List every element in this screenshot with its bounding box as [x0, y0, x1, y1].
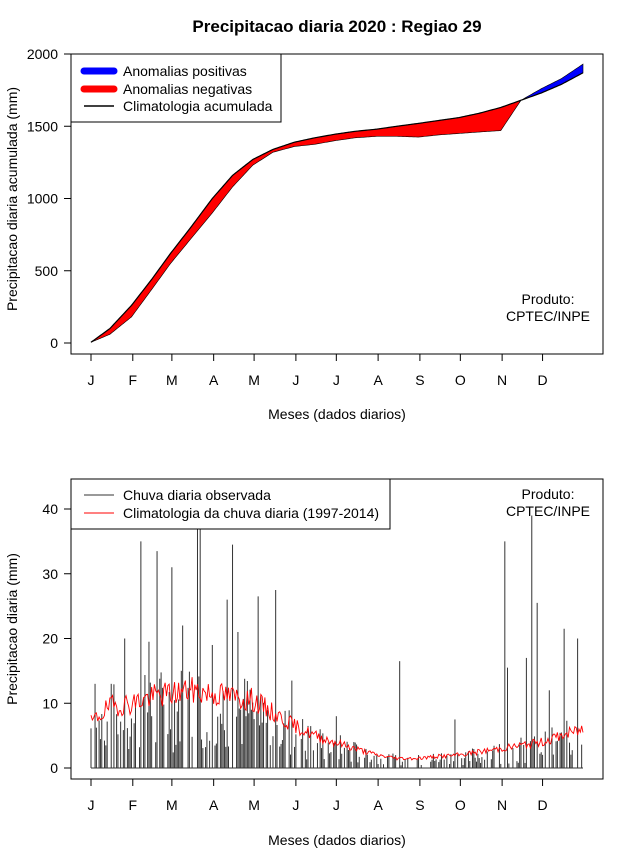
- bottom-x-tick-label: N: [497, 797, 507, 813]
- top-x-tick-label: M: [166, 372, 178, 388]
- top-x-tick-label: F: [129, 372, 138, 388]
- bottom-x-tick-label: A: [209, 797, 219, 813]
- legend-obs-label: Chuva diaria observada: [123, 487, 271, 503]
- chart-title: Precipitacao diaria 2020 : Regiao 29: [192, 17, 481, 36]
- bottom-x-tick-label: J: [292, 797, 299, 813]
- bottom-x-tick-label: S: [415, 797, 424, 813]
- bottom-x-tick-label: D: [537, 797, 547, 813]
- top-y-tick-label: 500: [35, 263, 59, 279]
- top-x-tick-label: N: [497, 372, 507, 388]
- daily-panel: 0 10 20 30 40 J F M A M J J A S O N D Meses (dados diar…: [4, 478, 604, 848]
- top-x-tick-label: A: [373, 372, 383, 388]
- top-legend: Anomalias positivas Anomalias negativas …: [70, 53, 282, 123]
- negative-anomaly-area: [90, 99, 522, 343]
- bottom-legend-box: [70, 478, 391, 530]
- cumulative-climatology-line: [90, 72, 584, 343]
- bottom-annotation-line2: CPTEC/INPE: [506, 503, 590, 519]
- top-x-tick-label: M: [248, 372, 260, 388]
- bottom-x-tick-label: O: [455, 797, 466, 813]
- top-annotation-line2: CPTEC/INPE: [506, 308, 590, 324]
- top-y-tick-label: 1000: [27, 191, 58, 207]
- bottom-y-tick-label: 30: [42, 566, 58, 582]
- top-annotation-line1: Produto:: [522, 291, 575, 307]
- top-x-tick-label: D: [537, 372, 547, 388]
- bottom-legend: Chuva diaria observada Climatologia da c…: [70, 478, 391, 530]
- top-x-tick-label: J: [88, 372, 95, 388]
- bottom-y-axis-label: Precipitacao diaria (mm): [4, 553, 20, 705]
- bottom-x-tick-label: A: [373, 797, 383, 813]
- bottom-x-axis-label: Meses (dados diarios): [268, 832, 406, 848]
- legend-clim-label: Climatologia acumulada: [123, 98, 273, 114]
- bottom-y-axis: 0 10 20 30 40: [42, 501, 72, 776]
- bottom-y-tick-label: 40: [42, 501, 58, 517]
- top-x-tick-label: O: [455, 372, 466, 388]
- top-y-tick-label: 0: [50, 335, 58, 351]
- legend-positive-label: Anomalias positivas: [123, 63, 247, 79]
- top-x-tick-label: J: [292, 372, 299, 388]
- bottom-annotation-line1: Produto:: [522, 486, 575, 502]
- cumulative-panel: 0 500 1000 1500 2000 J F M A M J J A S O N D Meses (dad…: [4, 46, 604, 422]
- top-x-axis-label: Meses (dados diarios): [268, 406, 406, 422]
- bottom-y-tick-label: 0: [50, 760, 58, 776]
- bottom-x-tick-label: M: [166, 797, 178, 813]
- bottom-x-tick-label: M: [248, 797, 260, 813]
- top-x-tick-label: S: [415, 372, 424, 388]
- daily-climatology-line: [90, 677, 584, 761]
- legend-climdaily-label: Climatologia da chuva diaria (1997-2014): [123, 505, 379, 521]
- bottom-y-tick-label: 20: [42, 631, 58, 647]
- top-y-tick-label: 1500: [27, 118, 58, 134]
- top-x-tick-label: J: [333, 372, 340, 388]
- bottom-y-tick-label: 10: [42, 695, 58, 711]
- bottom-x-tick-label: F: [129, 797, 138, 813]
- legend-negative-label: Anomalias negativas: [123, 81, 252, 97]
- top-y-axis: 0 500 1000 1500 2000: [27, 46, 72, 351]
- bottom-x-tick-label: J: [88, 797, 95, 813]
- top-y-axis-label: Precipitacao diaria acumulada (mm): [4, 87, 20, 311]
- bottom-x-tick-label: J: [333, 797, 340, 813]
- top-x-tick-label: A: [209, 372, 219, 388]
- top-y-tick-label: 2000: [27, 46, 58, 62]
- positive-anomaly-area: [519, 63, 584, 104]
